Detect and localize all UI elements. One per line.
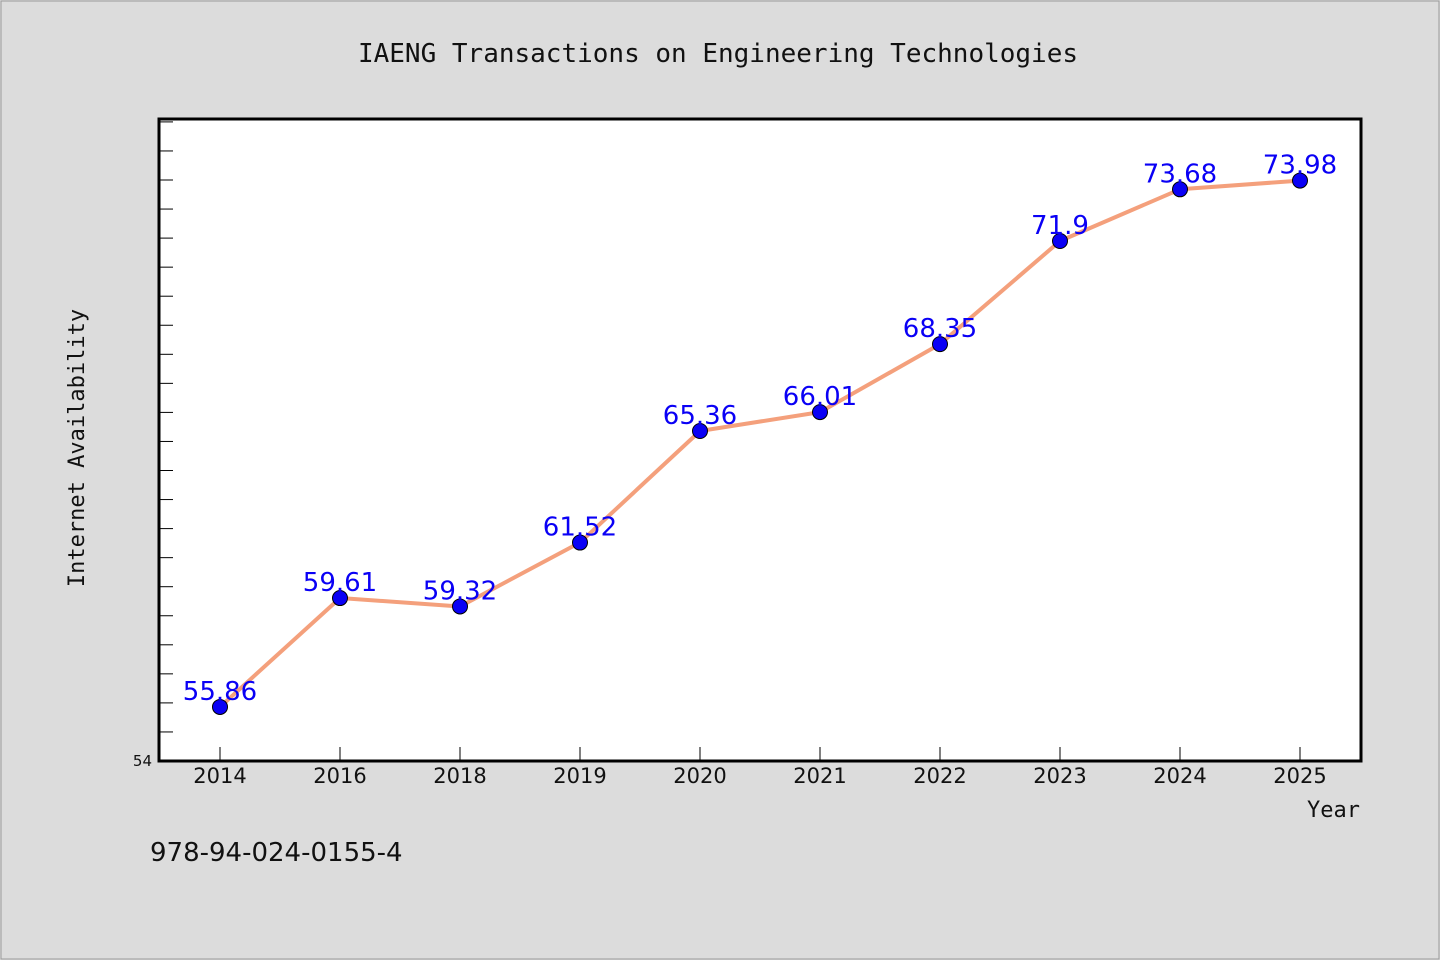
plot-area	[157, 117, 1363, 763]
x-tick-label: 2019	[553, 764, 606, 788]
data-point	[1292, 172, 1308, 189]
data-point	[692, 422, 708, 439]
data-label: 73.98	[1263, 151, 1337, 181]
x-tick-label: 2016	[313, 764, 366, 788]
x-tick-label: 2025	[1273, 764, 1326, 788]
x-tick-label: 2014	[193, 764, 246, 788]
chart-title: IAENG Transactions on Engineering Techno…	[358, 39, 1078, 69]
x-tick-label: 2021	[793, 764, 846, 788]
data-label: 55.86	[183, 677, 257, 707]
data-point	[1052, 233, 1068, 250]
series-line	[218, 178, 1301, 709]
data-label: 71.9	[1031, 211, 1089, 241]
x-tick-label: 2022	[913, 764, 966, 788]
data-markers	[212, 172, 1308, 715]
data-point	[452, 598, 468, 615]
x-axis-ticks: 2014 2016 2018 2019 2020 2021 2022 2023 2024 2025	[193, 747, 1327, 788]
y-axis-label: Internet Availability	[65, 309, 90, 587]
data-label: 73.68	[1143, 159, 1217, 189]
y-tick-label: 54	[133, 752, 152, 770]
data-label: 59.32	[423, 576, 497, 606]
x-tick-label: 2018	[433, 764, 486, 788]
x-axis-label: Year	[1307, 798, 1360, 823]
isbn-text: 978-94-024-0155-4	[150, 838, 403, 868]
data-label: 66.01	[783, 382, 857, 412]
y-axis-ticks: 54	[133, 121, 173, 770]
data-point	[212, 698, 228, 715]
data-point	[812, 404, 828, 421]
data-label: 61.52	[543, 513, 617, 543]
data-label: 68.35	[903, 314, 977, 344]
x-tick-label: 2024	[1153, 764, 1206, 788]
x-tick-label: 2020	[673, 764, 726, 788]
data-point	[1172, 181, 1188, 198]
data-point	[932, 336, 948, 353]
data-point	[332, 590, 348, 607]
data-labels: 55.86 59.61 59.32 61.52 65.36 66.01 68.35 71.9 7…	[183, 151, 1337, 707]
data-label: 59.61	[303, 568, 377, 598]
data-label: 65.36	[663, 401, 737, 431]
data-point	[572, 534, 588, 551]
x-tick-label: 2023	[1033, 764, 1086, 788]
